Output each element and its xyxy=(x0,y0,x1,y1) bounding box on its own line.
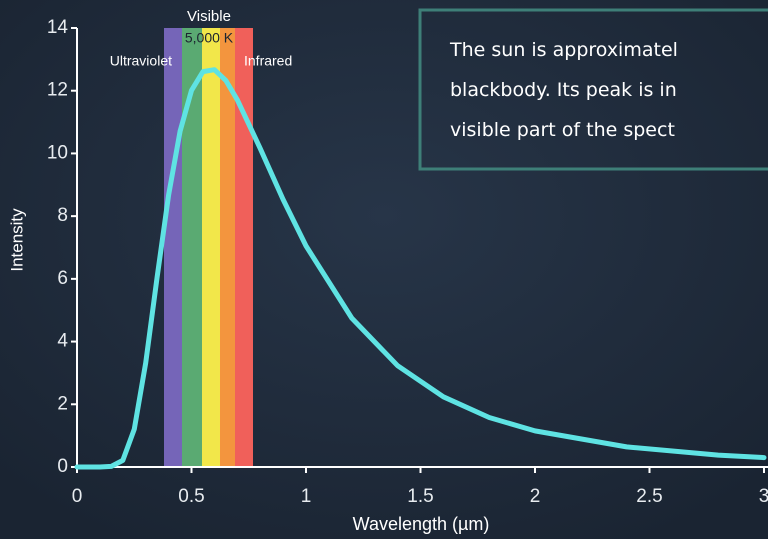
x-axis-label: Wavelength (µm) xyxy=(353,514,490,534)
x-tick-label: 2.5 xyxy=(636,486,662,507)
intensity-curve xyxy=(74,67,767,470)
y-tick-label: 10 xyxy=(47,142,68,163)
caption-line: blackbody. Its peak is in xyxy=(450,79,677,101)
caption-line: visible part of the spect xyxy=(450,119,675,141)
infrared-label: Infrared xyxy=(244,53,292,69)
x-tick-label: 3 xyxy=(759,486,768,507)
x-tick-label: 1.5 xyxy=(407,486,433,507)
y-tick-label: 4 xyxy=(57,331,68,352)
band-violet xyxy=(164,28,182,467)
visible-label: Visible xyxy=(187,8,231,25)
band-orange xyxy=(220,28,235,467)
y-tick-label: 12 xyxy=(47,80,68,101)
y-tick-label: 14 xyxy=(47,17,69,38)
x-tick-label: 1 xyxy=(301,486,312,507)
temperature-label: 5,000 K xyxy=(185,30,234,46)
y-tick-label: 2 xyxy=(57,393,68,414)
x-tick-label: 0.5 xyxy=(178,486,204,507)
band-red xyxy=(235,28,253,467)
caption-line: The sun is approximatel xyxy=(449,39,678,61)
band-yellow xyxy=(202,28,220,467)
spectrum-bands xyxy=(164,28,253,467)
y-tick-label: 6 xyxy=(57,268,68,289)
ultraviolet-label: Ultraviolet xyxy=(110,53,172,69)
y-tick-label: 0 xyxy=(57,456,68,477)
x-tick-label: 0 xyxy=(72,486,83,507)
y-axis-label: Intensity xyxy=(7,208,26,272)
x-tick-label: 2 xyxy=(530,486,541,507)
band-green xyxy=(182,28,202,467)
caption-box xyxy=(418,8,768,171)
y-tick-label: 8 xyxy=(57,205,68,226)
